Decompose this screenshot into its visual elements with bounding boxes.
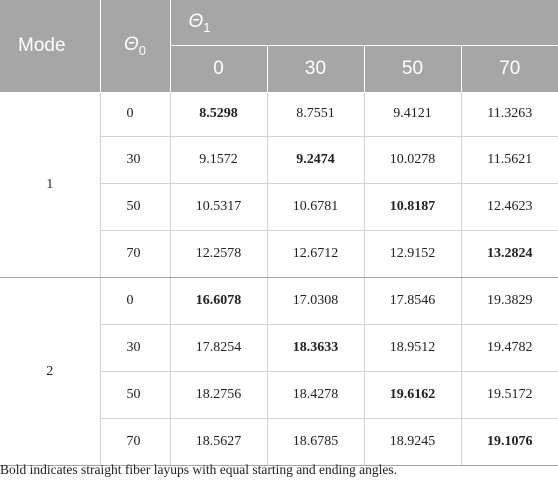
table-row: 50 10.5317 10.6781 10.8187 12.4623 (0, 183, 558, 231)
table-row: 70 18.5627 18.6785 18.9245 19.1076 (0, 418, 558, 466)
table-row: 2 0 16.6078 17.0308 17.8546 19.3829 (0, 277, 558, 466)
theta1-symbol: Θ (188, 10, 204, 32)
mode-header: Mode (0, 0, 101, 92)
frequency-cell: 19.5172 (461, 371, 558, 419)
table-body: 1 0 8.5298 8.7551 9.4121 11.3263 30 9.1572 9.247… (0, 92, 558, 466)
frequency-cell: 10.8187 (364, 183, 462, 231)
frequency-cell: 19.6162 (364, 371, 462, 419)
frequency-cell: 9.1572 (170, 136, 268, 184)
theta0-cell: 70 (100, 230, 171, 278)
frequency-cell: 12.2578 (170, 230, 268, 278)
results-table: Mode Θ0 Θ1 0 30 50 70 1 0 8.5298 8.7551 9.41… (0, 0, 558, 466)
theta1-values-row: 0 30 50 70 (0, 45, 558, 92)
theta0-cell: 30 (100, 136, 171, 184)
frequency-cell: 9.2474 (267, 136, 365, 184)
frequency-cell: 16.6078 (170, 277, 268, 325)
theta1-value-header: 30 (267, 45, 365, 92)
frequency-cell: 19.1076 (461, 418, 558, 466)
theta1-subscript: 1 (203, 19, 211, 35)
frequency-cell: 17.0308 (267, 277, 365, 325)
frequency-cell: 19.3829 (461, 277, 558, 325)
theta1-value-header: 50 (364, 45, 462, 92)
footnote: Bold indicates straight fiber layups wit… (0, 462, 398, 477)
frequency-cell: 17.8546 (364, 277, 462, 325)
frequency-cell: 10.6781 (267, 183, 365, 231)
theta0-cell: 70 (100, 418, 171, 466)
theta1-value-header: 70 (461, 45, 558, 92)
theta0-cell: 0 (100, 92, 171, 137)
mode-cell: 2 (0, 277, 101, 466)
frequency-cell: 8.5298 (170, 92, 268, 137)
frequency-cell: 10.5317 (170, 183, 268, 231)
theta0-header: Θ0 (100, 0, 171, 92)
frequency-cell: 18.4278 (267, 371, 365, 419)
frequency-cell: 19.4782 (461, 324, 558, 372)
frequency-cell: 8.7551 (267, 92, 365, 137)
frequency-cell: 17.8254 (170, 324, 268, 372)
frequency-cell: 12.9152 (364, 230, 462, 278)
frequency-cell: 18.3633 (267, 324, 365, 372)
frequency-cell: 18.2756 (170, 371, 268, 419)
frequency-cell: 11.3263 (461, 92, 558, 137)
table-row: 50 18.2756 18.4278 19.6162 19.5172 (0, 371, 558, 419)
theta0-cell: 50 (100, 371, 171, 419)
table-row: 30 9.1572 9.2474 10.0278 11.5621 (0, 136, 558, 184)
frequency-cell: 18.9245 (364, 418, 462, 466)
table-row: 30 17.8254 18.3633 18.9512 19.4782 (0, 324, 558, 372)
mode-cell: 1 (0, 92, 101, 278)
theta0-cell: 30 (100, 324, 171, 372)
frequency-cell: 9.4121 (364, 92, 462, 137)
frequency-cell: 12.4623 (461, 183, 558, 231)
theta1-header: Θ1 (170, 0, 558, 46)
theta0-cell: 0 (100, 277, 171, 325)
frequency-cell: 18.6785 (267, 418, 365, 466)
frequency-cell: 13.2824 (461, 230, 558, 278)
frequency-cell: 18.9512 (364, 324, 462, 372)
frequency-cell: 11.5621 (461, 136, 558, 184)
frequency-cell: 12.6712 (267, 230, 365, 278)
frequency-cell: 10.0278 (364, 136, 462, 184)
theta0-cell: 50 (100, 183, 171, 231)
theta0-symbol: Θ (123, 34, 139, 55)
frequency-cell: 18.5627 (170, 418, 268, 466)
table-row: 1 0 8.5298 8.7551 9.4121 11.3263 (0, 92, 558, 278)
theta0-subscript: 0 (138, 43, 146, 58)
theta1-value-header: 0 (170, 45, 268, 92)
table-header: Mode Θ0 Θ1 0 30 50 70 (0, 0, 558, 92)
table-row: 70 12.2578 12.6712 12.9152 13.2824 (0, 230, 558, 278)
